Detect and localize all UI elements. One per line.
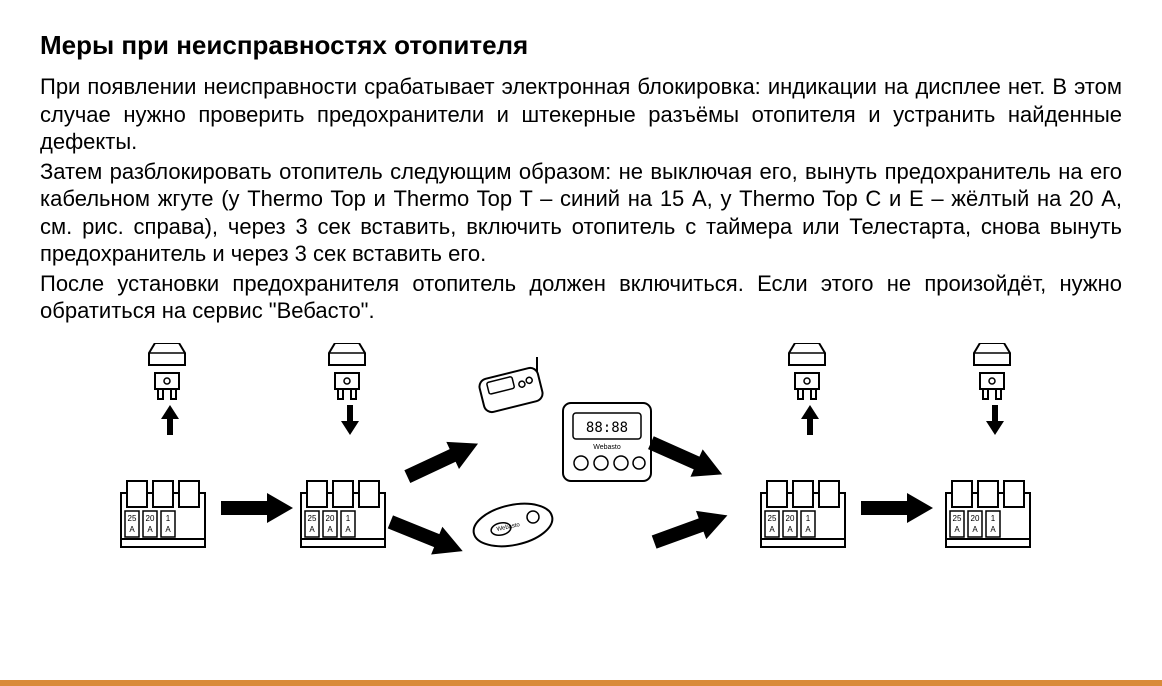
paragraph-3: После установки предохранителя отопитель… <box>40 270 1122 325</box>
footer-accent-bar <box>0 680 1162 686</box>
paragraph-2: Затем разблокировать отопитель следующим… <box>40 158 1122 268</box>
svg-text:88:88: 88:88 <box>586 420 628 436</box>
procedure-diagram: 25 20 1 A A A <box>40 343 1122 588</box>
section-title: Меры при неисправностях отопителя <box>40 30 1122 61</box>
svg-text:Webasto: Webasto <box>593 444 621 451</box>
paragraph-1: При появлении неисправности срабатывает … <box>40 73 1122 156</box>
